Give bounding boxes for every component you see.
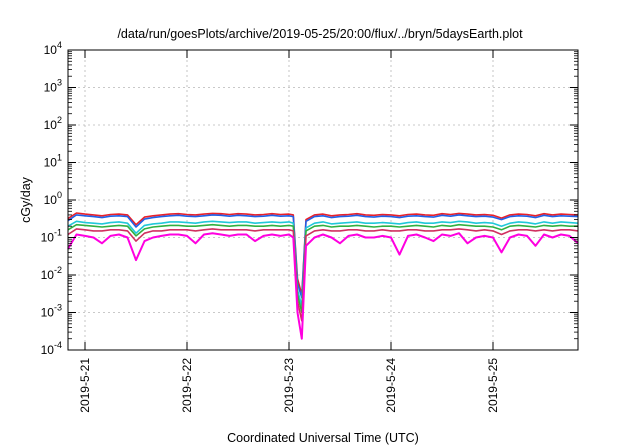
y-tick-label: 100 [44,190,62,207]
y-tick-exponent: -4 [54,340,62,350]
series-line-3 [67,220,579,307]
y-tick-exponent: 2 [57,115,62,125]
y-tick-label: 10-4 [41,340,62,357]
y-tick-exponent: 0 [57,190,62,200]
x-axis: 2019-5-21 2019-5-22 2019-5-23 2019-5-24 2019… [78,50,500,413]
y-tick-base: 10 [44,118,58,132]
x-tick-label: 2019-5-25 [486,358,500,413]
x-tick-label: 2019-5-22 [180,358,194,413]
series-line-6 [67,232,579,340]
y-tick-label: 103 [44,78,62,95]
x-tick-label: 2019-5-23 [282,358,296,413]
y-tick-exponent: 1 [57,153,62,163]
y-tick-base: 10 [44,81,58,95]
x-axis-label: Coordinated Universal Time (UTC) [227,431,419,445]
y-tick-base: 10 [41,268,55,282]
y-tick-label: 104 [44,40,62,57]
y-tick-base: 10 [44,156,58,170]
y-tick-base: 10 [41,231,55,245]
y-tick-exponent: 4 [57,40,62,50]
y-tick-base: 10 [44,193,58,207]
series-line-2 [67,214,579,299]
y-tick-base: 10 [44,43,58,57]
x-tick-label: 2019-5-21 [78,358,92,413]
y-tick-label: 10-3 [41,303,62,320]
y-tick-label: 102 [44,115,62,132]
y-tick-label: 10-1 [41,228,62,245]
y-tick-exponent: -3 [54,303,62,313]
y-axis-label: cGy/day [19,176,33,223]
y-tick-exponent: -1 [54,228,62,238]
chart-title: /data/run/goesPlots/archive/2019-05-25/2… [117,27,523,41]
grid [68,50,578,350]
series-line-4 [67,223,578,314]
series-line-1 [67,212,579,296]
series-group [67,212,579,340]
y-tick-base: 10 [41,306,55,320]
y-tick-label: 101 [44,153,62,170]
x-tick-label: 2019-5-24 [384,358,398,413]
y-tick-exponent: 3 [57,78,62,88]
y-tick-exponent: -2 [54,265,62,275]
y-tick-label: 10-2 [41,265,62,282]
y-tick-base: 10 [41,343,55,357]
series-line-5 [67,228,579,322]
